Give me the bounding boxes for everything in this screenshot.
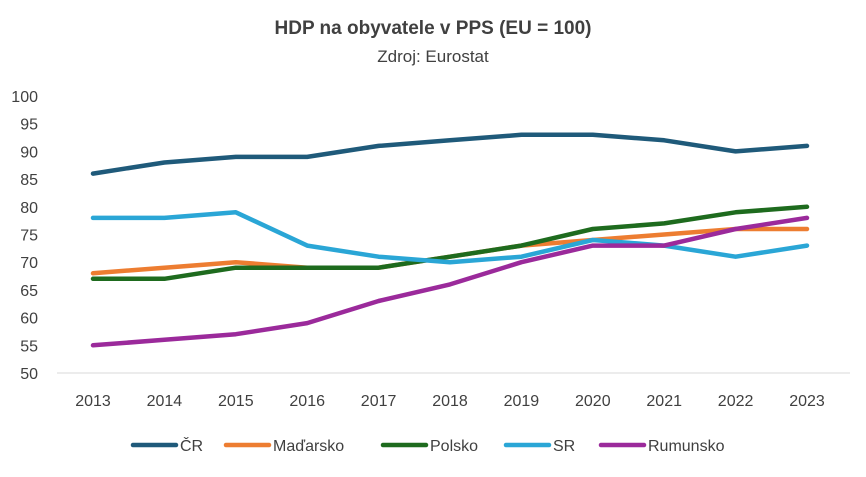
y-tick-label: 75 [20, 228, 38, 245]
x-tick-label: 2023 [789, 393, 825, 410]
x-axis: 2013 2014 2015 2016 2017 2018 2019 2020 2021 2022… [75, 393, 825, 410]
legend-label: Rumunsko [648, 438, 725, 455]
y-tick-label: 60 [20, 311, 38, 328]
legend-label: ČR [180, 436, 203, 455]
x-tick-label: 2016 [289, 393, 325, 410]
legend: ČR Maďarsko Polsko SR Rumunsko [130, 436, 725, 455]
series-line-3 [90, 204, 810, 282]
y-tick-label: 85 [20, 172, 38, 189]
chart-title: HDP na obyvatele v PPS (EU = 100) [275, 18, 592, 39]
y-tick-label: 70 [20, 255, 38, 272]
x-tick-label: 2014 [147, 393, 183, 410]
x-tick-label: 2021 [646, 393, 682, 410]
y-axis: 50 55 60 65 70 75 80 85 90 95 100 [11, 89, 38, 383]
series-line-4 [90, 210, 810, 265]
y-tick-label: 90 [20, 144, 38, 161]
legend-label: Maďarsko [273, 438, 344, 455]
y-tick-label: 50 [20, 366, 38, 383]
x-tick-label: 2020 [575, 393, 611, 410]
x-tick-label: 2013 [75, 393, 111, 410]
x-tick-label: 2019 [504, 393, 540, 410]
chart-subtitle: Zdroj: Eurostat [377, 47, 489, 66]
legend-label: Polsko [430, 438, 478, 455]
y-tick-label: 65 [20, 283, 38, 300]
y-tick-label: 55 [20, 338, 38, 355]
series-line-1 [90, 132, 810, 176]
series-lines [90, 132, 810, 348]
x-tick-label: 2022 [718, 393, 754, 410]
y-tick-label: 100 [11, 89, 38, 106]
x-tick-label: 2017 [361, 393, 397, 410]
y-tick-label: 80 [20, 200, 38, 217]
series-line-5 [90, 215, 810, 348]
x-tick-label: 2015 [218, 393, 254, 410]
legend-label: SR [553, 438, 575, 455]
y-tick-label: 95 [20, 117, 38, 134]
x-tick-label: 2018 [432, 393, 468, 410]
